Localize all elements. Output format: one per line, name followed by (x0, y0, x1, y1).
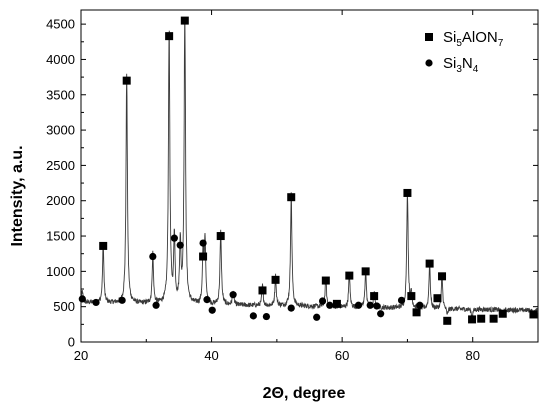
si3n4-marker (318, 297, 327, 305)
si5alon7-marker (403, 188, 412, 197)
si3n4-marker (170, 234, 178, 242)
si5alon7-marker (438, 272, 447, 281)
si5alon7-marker (122, 76, 131, 85)
si3n4-marker (199, 239, 207, 247)
si3n4-marker (313, 313, 321, 321)
y-tick-label: 0 (68, 335, 75, 350)
y-axis: 0 500 1000 1500 2000 2500 3000 3500 4000 4500 (46, 17, 538, 350)
y-tick-label: 1500 (46, 229, 75, 244)
si5alon7-marker (199, 252, 208, 261)
si3n4-marker (208, 306, 216, 314)
si5alon7-marker (321, 276, 330, 285)
y-tick-label: 1000 (46, 264, 75, 279)
si5alon7-marker (180, 16, 189, 25)
si5alon7-marker (412, 308, 421, 317)
si5alon7-marker (498, 309, 507, 318)
si5alon7-marker (345, 271, 354, 280)
si3n4-marker (78, 295, 86, 303)
si3n4-marker (373, 302, 381, 310)
x-tick-label: 20 (74, 348, 88, 363)
legend-label: Si3N4 (443, 55, 479, 75)
si3n4-marker (118, 296, 126, 304)
legend-circle-icon (425, 59, 433, 67)
si3n4-marker (149, 252, 157, 261)
diffraction-pattern-line (80, 18, 539, 320)
si5alon7-marker (99, 241, 108, 250)
legend: Si5AlON7 Si3N4 (425, 29, 504, 75)
si5alon7-marker (477, 314, 486, 323)
si5alon7-marker (287, 193, 296, 202)
si5alon7-marker (258, 286, 267, 295)
si3n4-marker (354, 301, 363, 309)
y-tick-label: 4000 (46, 52, 75, 67)
si3n4-marker (176, 241, 184, 249)
si5alon7-marker (529, 310, 538, 319)
y-tick-label: 500 (53, 299, 75, 314)
si5alon7-marker (370, 292, 379, 301)
si3n4-marker (262, 312, 271, 321)
y-tick-label: 3000 (46, 123, 75, 138)
x-axis-title: 2Θ, degree (263, 385, 346, 402)
y-axis-title: Intensity, a.u. (9, 145, 26, 246)
x-tick-label: 80 (465, 348, 479, 363)
si3n4-marker (377, 310, 385, 318)
si3n4-marker (152, 301, 160, 309)
y-tick-label: 4500 (46, 17, 75, 32)
x-tick-label: 40 (204, 348, 218, 363)
si3n4-marker (366, 301, 374, 309)
x-tick-label: 60 (335, 348, 349, 363)
si3n4-marker (249, 312, 257, 320)
y-tick-label: 2000 (46, 193, 75, 208)
plot-border (80, 9, 539, 343)
marker-layer (78, 16, 538, 325)
si3n4-marker (203, 296, 211, 304)
y-tick-label: 2500 (46, 158, 75, 173)
series-layer (80, 18, 539, 320)
si5alon7-marker (216, 232, 225, 241)
si3n4-marker (397, 296, 406, 304)
si5alon7-marker (271, 275, 280, 284)
si3n4-marker (229, 291, 237, 299)
si5alon7-marker (165, 32, 174, 41)
si3n4-marker (416, 301, 424, 309)
si5alon7-marker (433, 294, 442, 303)
si5alon7-marker (407, 292, 416, 301)
legend-label: Si5AlON7 (443, 29, 504, 49)
si5alon7-marker (425, 259, 434, 268)
si3n4-marker (287, 304, 295, 312)
si3n4-marker (92, 298, 100, 307)
si5alon7-marker (361, 267, 370, 276)
legend-square-icon (425, 33, 433, 41)
si5alon7-marker (332, 299, 341, 308)
y-tick-label: 3500 (46, 87, 75, 102)
si3n4-marker (326, 301, 334, 309)
x-axis: 20 40 60 80 (74, 10, 480, 363)
si5alon7-marker (468, 315, 477, 324)
si5alon7-marker (489, 314, 498, 323)
si5alon7-marker (443, 316, 452, 325)
plot-frame (80, 9, 539, 343)
